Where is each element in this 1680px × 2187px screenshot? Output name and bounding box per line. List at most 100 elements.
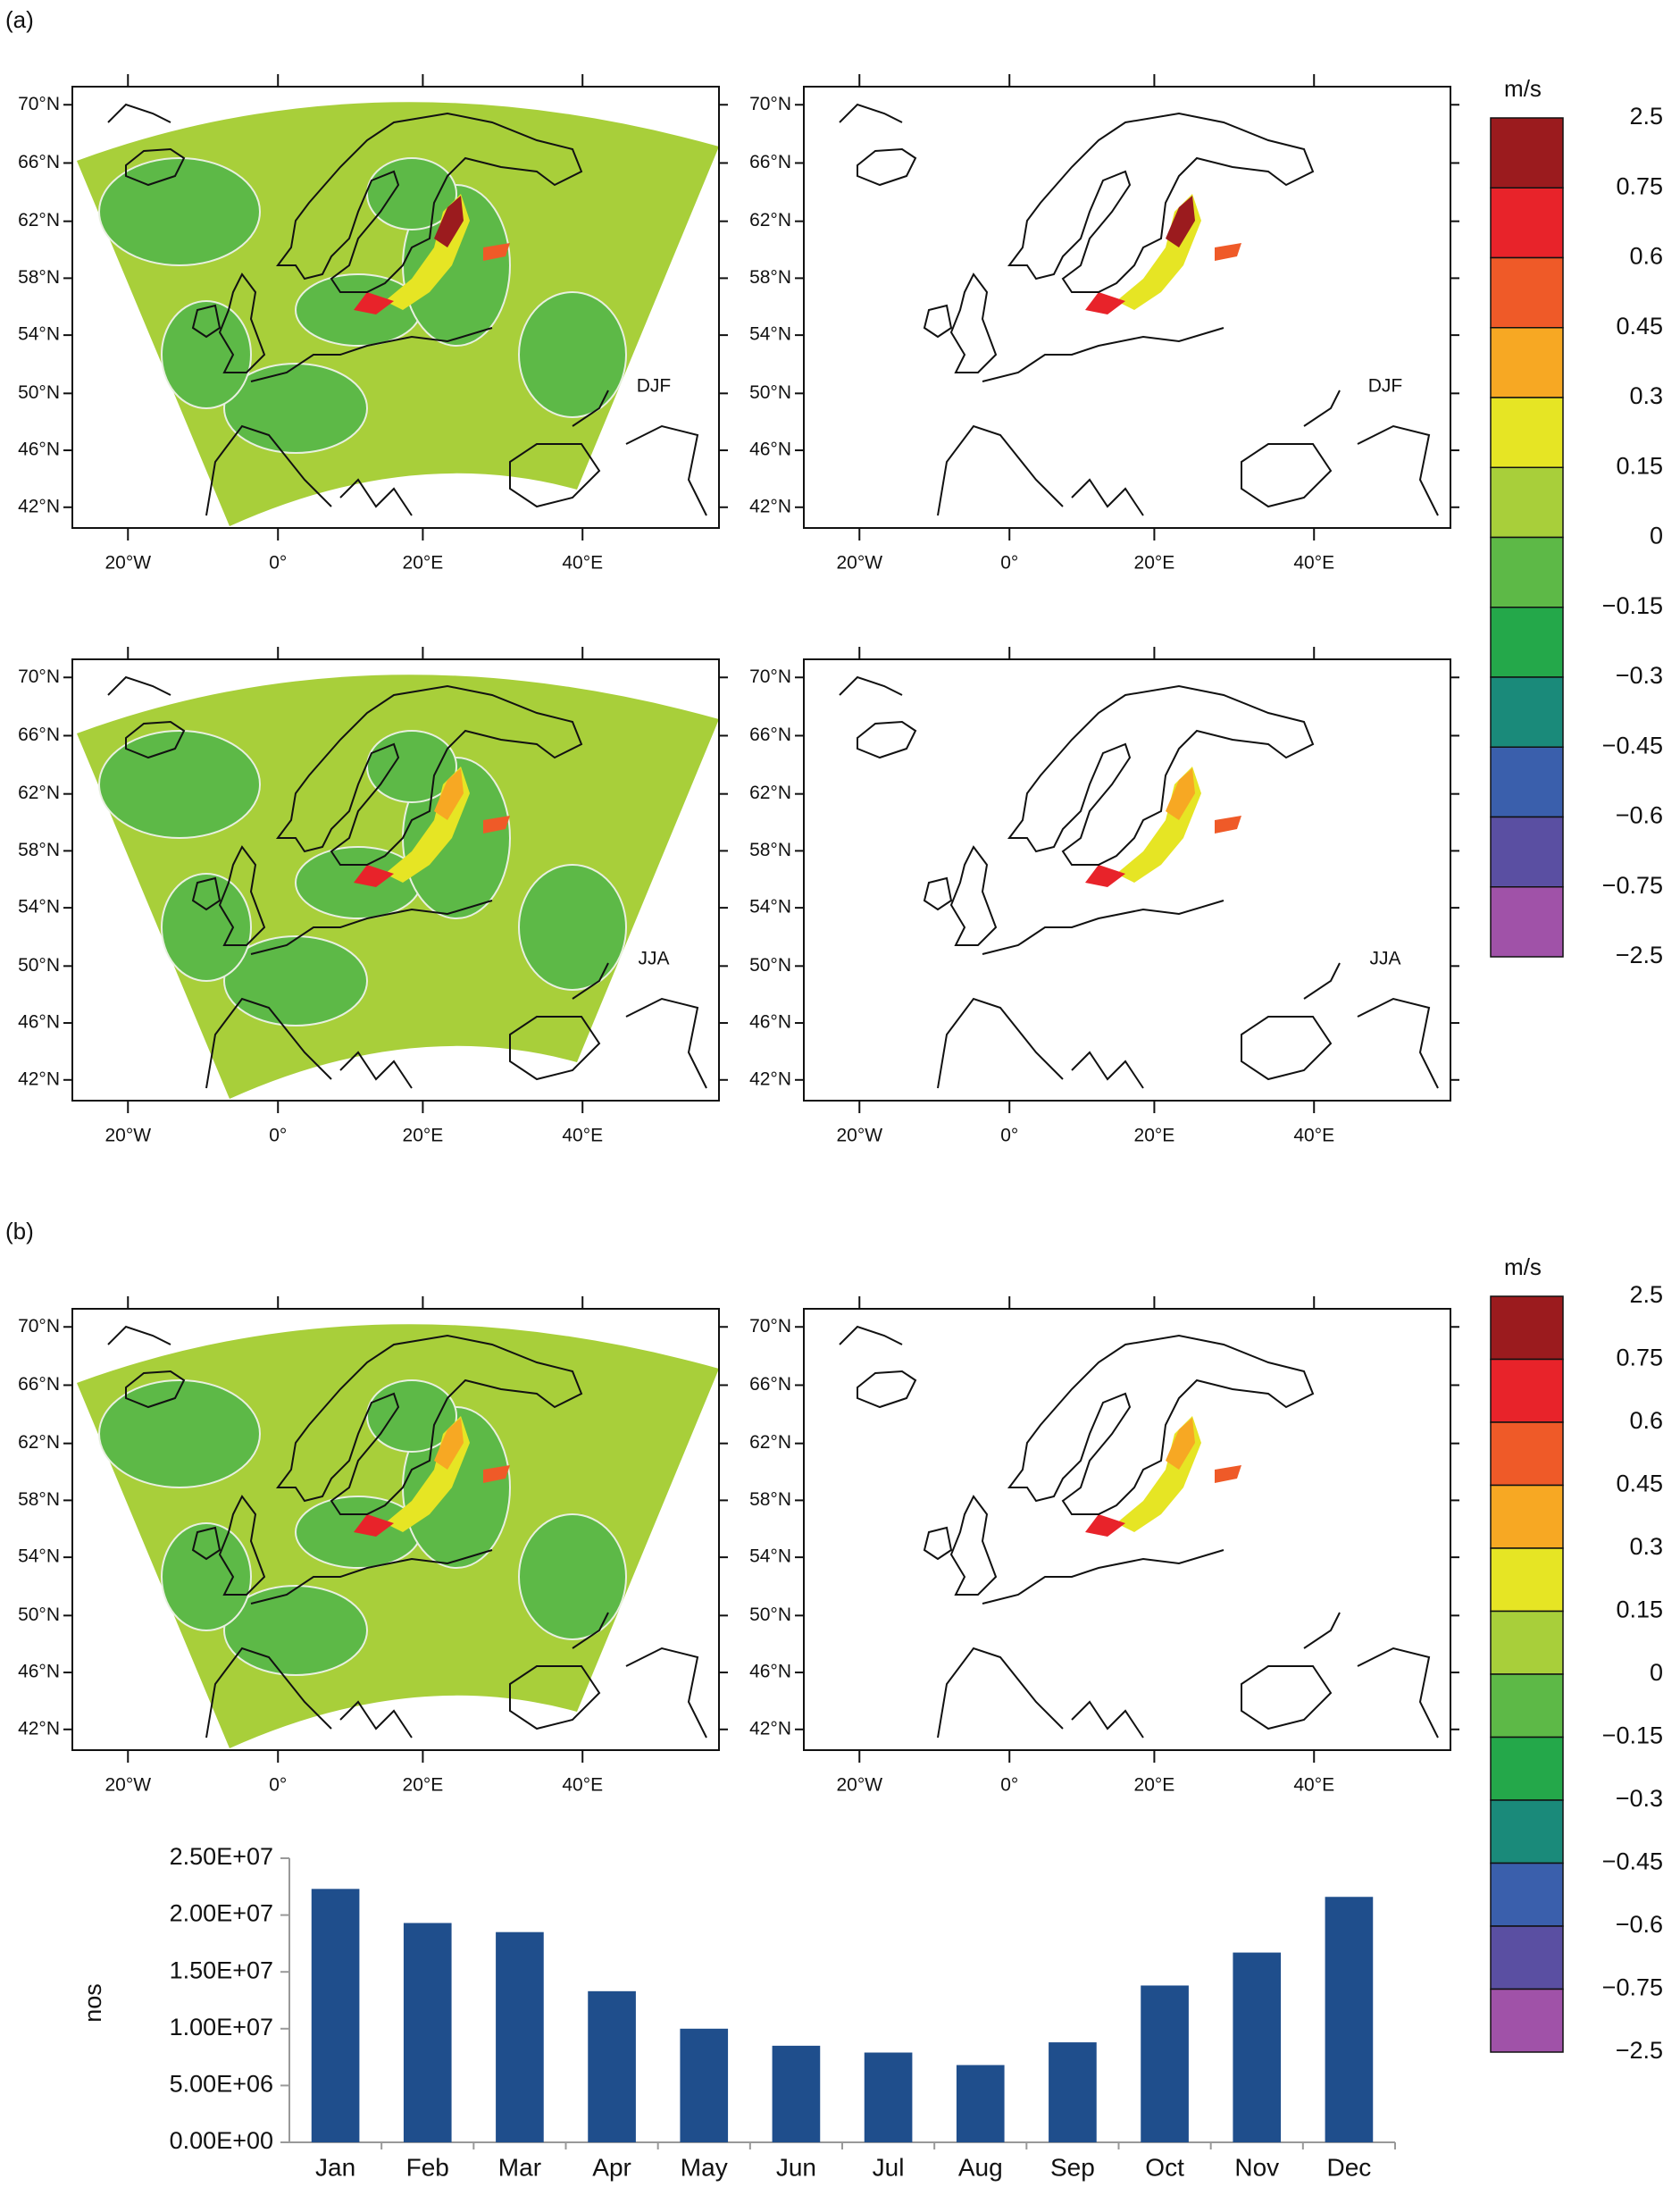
coastline	[1241, 1016, 1333, 1081]
colorbar-box	[1490, 327, 1564, 398]
baltic-signal	[483, 1465, 510, 1483]
lat-label: 50°N	[749, 955, 791, 976]
lat-label: 58°N	[18, 1489, 60, 1510]
colorbar-box	[1490, 1295, 1564, 1361]
map-frame	[803, 658, 1451, 1102]
baltic-signal	[1215, 1465, 1241, 1483]
coastline	[1007, 684, 1315, 866]
baltic-signal	[1085, 292, 1125, 314]
colorbar-label: −2.5	[1616, 2037, 1663, 2064]
colorbar-label: 0.6	[1629, 1407, 1663, 1434]
colorbar-label: −0.6	[1616, 1911, 1663, 1938]
lon-label: 20°E	[1134, 1775, 1175, 1796]
lon-label: 20°E	[1134, 1126, 1175, 1146]
bar	[1141, 1985, 1189, 2142]
x-tick-label: May	[681, 2153, 728, 2181]
lon-label: 0°	[1000, 1775, 1018, 1796]
colorbar-box	[1490, 256, 1564, 329]
coastline	[107, 675, 171, 696]
colorbar-box	[1490, 397, 1564, 468]
lat-label: 46°N	[749, 1662, 791, 1682]
lat-label: 50°N	[749, 382, 791, 403]
coastline	[339, 1700, 413, 1739]
coastline	[218, 1495, 266, 1596]
coastline	[339, 1051, 413, 1089]
coastline	[937, 1647, 1064, 1739]
map-frame	[71, 86, 720, 529]
anomaly-patch	[366, 1379, 457, 1453]
map-panel: 70°N 66°N 62°N 58°N 54°N 50°N 46°N 42°N 20°W 0° 20…	[749, 1296, 1459, 1796]
lat-label: 50°N	[749, 1605, 791, 1625]
colorbar-box	[1490, 1925, 1564, 1990]
anomaly-patch	[518, 291, 627, 418]
panel-label: (b)	[5, 1218, 34, 1244]
anomaly-patch	[98, 157, 261, 266]
colorbar-box	[1490, 1484, 1564, 1549]
colorbar-label: 0.3	[1629, 1533, 1663, 1560]
coastline	[1071, 1700, 1144, 1739]
bar	[1325, 1897, 1374, 2142]
map-content	[77, 102, 719, 526]
lat-label: 58°N	[18, 267, 60, 288]
coastline	[250, 327, 493, 382]
anomaly-patch	[98, 1379, 261, 1488]
baltic-signal	[1166, 1418, 1195, 1470]
colorbar-label: 0.15	[1616, 452, 1663, 479]
colorbar-label: −0.45	[1602, 1848, 1663, 1875]
x-tick-label: Nov	[1234, 2153, 1279, 2181]
season-label: JJA	[1369, 949, 1400, 969]
coastline	[625, 1647, 707, 1739]
x-tick-label: Aug	[958, 2153, 1003, 2181]
lon-label: 20°E	[1134, 553, 1175, 574]
colorbar-box	[1490, 746, 1564, 818]
coastline	[218, 272, 266, 373]
coastline	[1071, 1051, 1144, 1089]
colorbar-label: 0	[1650, 1659, 1663, 1686]
lon-label: 20°E	[403, 1775, 444, 1796]
lat-label: 62°N	[18, 1432, 60, 1453]
colorbar-label: −2.5	[1616, 942, 1663, 968]
coastline	[923, 304, 953, 339]
coastline	[982, 1549, 1224, 1605]
lat-label: 42°N	[749, 1718, 791, 1739]
coastline	[857, 1370, 917, 1409]
colorbar-box	[1490, 1547, 1564, 1613]
bar	[680, 2028, 729, 2142]
bar	[772, 2045, 821, 2142]
map-frame	[71, 1308, 720, 1751]
x-tick-label: Apr	[592, 2153, 631, 2181]
colorbar-label: −0.45	[1602, 732, 1663, 758]
coastline	[205, 424, 332, 516]
lat-label: 54°N	[749, 1546, 791, 1567]
anomaly-patch	[161, 300, 252, 409]
lat-label: 54°N	[18, 897, 60, 918]
map-panel: 70°N 66°N 62°N 58°N 54°N 50°N 46°N 42°N 20°W 0° 20…	[18, 1296, 728, 1796]
x-tick-label: Mar	[498, 2153, 541, 2181]
coastline	[572, 390, 609, 427]
baltic-signal	[434, 1418, 464, 1470]
lat-label: 62°N	[18, 210, 60, 230]
coastline	[572, 962, 609, 1000]
coastline	[1007, 1334, 1315, 1515]
lat-label: 66°N	[749, 152, 791, 172]
x-tick-label: Jul	[873, 2153, 905, 2181]
colorbar-label: −0.15	[1602, 1722, 1663, 1749]
lat-label: 70°N	[18, 94, 60, 114]
anomaly-patch	[223, 1585, 368, 1676]
coastline	[937, 997, 1064, 1089]
lat-label: 58°N	[18, 840, 60, 860]
baltic-signal	[1215, 243, 1241, 261]
y-tick-label: 2.50E+07	[170, 1843, 273, 1870]
lat-label: 58°N	[749, 840, 791, 860]
lat-label: 66°N	[18, 725, 60, 745]
coastline	[857, 720, 917, 759]
coastline	[250, 900, 493, 955]
coastline	[982, 327, 1224, 382]
coastline	[937, 424, 1064, 516]
lat-label: 54°N	[18, 324, 60, 345]
coastline	[839, 675, 903, 696]
colorbar-label: −0.75	[1602, 1974, 1663, 2001]
lon-label: 40°E	[562, 1126, 603, 1146]
coastline	[276, 1334, 583, 1515]
coastline	[205, 1647, 332, 1739]
